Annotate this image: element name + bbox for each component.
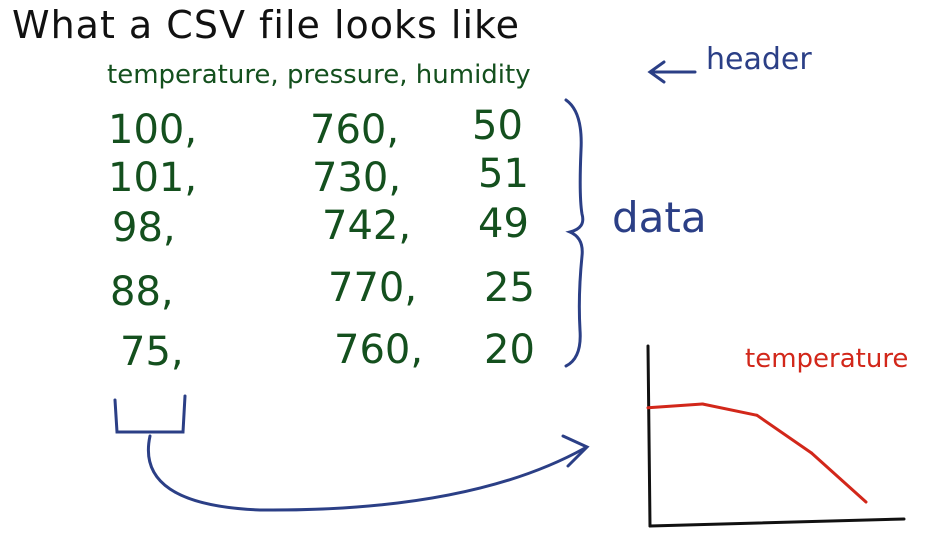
cell-humidity: 49 — [478, 201, 529, 247]
chart-axes — [646, 344, 906, 528]
temperature-line-segment — [701, 402, 759, 417]
cell-pressure: 730, — [312, 155, 402, 201]
x-axis — [648, 517, 906, 528]
cell-humidity: 51 — [478, 151, 529, 197]
temperature-line-segment — [810, 451, 868, 504]
cell-temperature: 100, — [108, 107, 198, 153]
page-title: What a CSV file looks like — [12, 3, 521, 47]
temperature-line-segment — [755, 413, 813, 455]
cell-temperature: 101, — [108, 155, 198, 201]
cell-pressure: 760, — [334, 327, 424, 373]
data-brace — [564, 98, 585, 368]
cell-temperature: 98, — [112, 205, 176, 251]
chart-title: temperature — [745, 344, 909, 374]
column-bracket — [113, 394, 187, 434]
cell-pressure: 760, — [310, 107, 400, 153]
cell-humidity: 20 — [484, 327, 535, 373]
data-annotation: data — [612, 193, 707, 242]
curved-arrow — [147, 434, 590, 512]
header-annotation: header — [706, 42, 812, 77]
header-arrow — [647, 60, 697, 84]
temperature-line-segment — [646, 402, 704, 410]
cell-pressure: 742, — [322, 203, 412, 249]
cell-humidity: 25 — [484, 265, 535, 311]
cell-temperature: 88, — [110, 269, 174, 315]
cell-pressure: 770, — [328, 265, 418, 311]
cell-humidity: 50 — [472, 103, 523, 149]
cell-temperature: 75, — [120, 329, 184, 375]
y-axis — [646, 344, 652, 528]
csv-header-row: temperature, pressure, humidity — [107, 60, 531, 90]
